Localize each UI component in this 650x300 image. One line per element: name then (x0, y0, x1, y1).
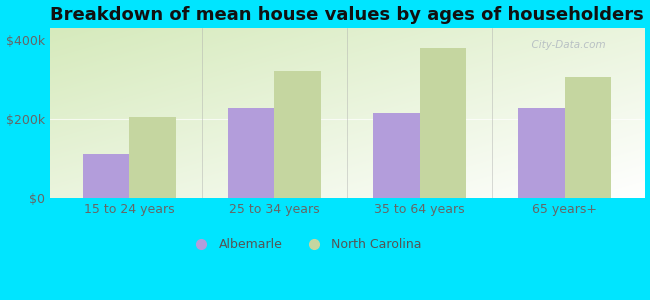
Bar (83, 154, 129, 198)
Title: Breakdown of mean house values by ages of householders: Breakdown of mean house values by ages o… (50, 6, 644, 24)
Bar (274, 71, 321, 198)
Bar (419, 48, 466, 198)
Bar (565, 77, 611, 198)
Bar (518, 108, 565, 198)
Bar (228, 108, 274, 198)
Legend: Albemarle, North Carolina: Albemarle, North Carolina (184, 233, 427, 256)
Bar (373, 113, 419, 198)
Text: City-Data.com: City-Data.com (525, 40, 606, 50)
Bar (129, 117, 176, 198)
